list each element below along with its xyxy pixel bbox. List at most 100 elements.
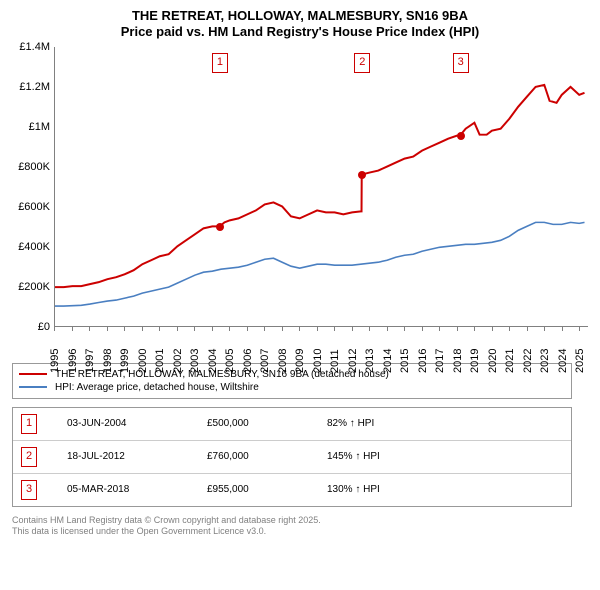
x-tick-mark xyxy=(352,327,353,331)
x-tick-label: 2021 xyxy=(504,348,516,372)
y-tick-label: £200K xyxy=(18,281,50,293)
sales-index-box: 3 xyxy=(21,480,37,500)
y-tick-label: £0 xyxy=(38,321,50,333)
sales-table: 1 03-JUN-2004£500,00082% ↑ HPI 2 18-JUL-201… xyxy=(12,407,572,507)
sales-row: 2 18-JUL-2012£760,000145% ↑ HPI xyxy=(13,440,571,473)
sales-hpi: 145% ↑ HPI xyxy=(327,451,563,462)
chart-title-block: THE RETREAT, HOLLOWAY, MALMESBURY, SN16 … xyxy=(12,8,588,41)
sales-date: 03-JUN-2004 xyxy=(67,418,207,429)
y-axis: £0£200K£400K£600K£800K£1M£1.2M£1.4M xyxy=(12,47,54,327)
x-tick-label: 2023 xyxy=(539,348,551,372)
x-tick-label: 2019 xyxy=(469,348,481,372)
x-tick-mark xyxy=(562,327,563,331)
x-tick-mark xyxy=(544,327,545,331)
series-line-property xyxy=(55,84,585,286)
x-tick-label: 2007 xyxy=(259,348,271,372)
x-tick-label: 2005 xyxy=(224,348,236,372)
x-tick-label: 2022 xyxy=(522,348,534,372)
legend-swatch xyxy=(19,373,47,375)
legend-swatch xyxy=(19,386,47,388)
x-tick-mark xyxy=(54,327,55,331)
x-tick-label: 2024 xyxy=(557,348,569,372)
x-tick-label: 2025 xyxy=(574,348,586,372)
x-tick-label: 2011 xyxy=(329,349,341,373)
x-tick-mark xyxy=(527,327,528,331)
x-tick-mark xyxy=(159,327,160,331)
legend-item: HPI: Average price, detached house, Wilt… xyxy=(19,381,565,394)
x-tick-label: 2020 xyxy=(487,348,499,372)
y-tick-label: £400K xyxy=(18,241,50,253)
callout-label: 1 xyxy=(212,53,228,73)
title-line-1: THE RETREAT, HOLLOWAY, MALMESBURY, SN16 … xyxy=(12,8,588,24)
plot-area: 123 xyxy=(54,47,588,327)
chart-lines xyxy=(55,47,588,326)
sales-date: 05-MAR-2018 xyxy=(67,484,207,495)
sales-date: 18-JUL-2012 xyxy=(67,451,207,462)
x-tick-label: 2015 xyxy=(399,348,411,372)
sales-price: £500,000 xyxy=(207,418,327,429)
x-tick-label: 1999 xyxy=(119,348,131,372)
sales-row: 305-MAR-2018£955,000130% ↑ HPI xyxy=(13,473,571,506)
x-tick-mark xyxy=(212,327,213,331)
x-tick-mark xyxy=(492,327,493,331)
y-tick-label: £1.2M xyxy=(19,81,50,93)
marker-dot xyxy=(216,223,224,231)
sales-row: 1 03-JUN-2004£500,00082% ↑ HPI xyxy=(13,408,571,440)
x-tick-label: 2009 xyxy=(294,348,306,372)
sales-hpi: 82% ↑ HPI xyxy=(327,418,563,429)
x-tick-mark xyxy=(474,327,475,331)
x-tick-label: 2006 xyxy=(242,348,254,372)
sales-price: £760,000 xyxy=(207,451,327,462)
callout-label: 3 xyxy=(453,53,469,73)
y-tick-label: £600K xyxy=(18,201,50,213)
x-tick-mark xyxy=(247,327,248,331)
y-tick-label: £1M xyxy=(29,121,50,133)
chart: £0£200K£400K£600K£800K£1M£1.2M£1.4M 123 … xyxy=(12,47,588,357)
attribution: Contains HM Land Registry data © Crown c… xyxy=(12,515,588,538)
x-tick-mark xyxy=(229,327,230,331)
sales-index-box: 2 xyxy=(21,447,37,467)
x-tick-mark xyxy=(264,327,265,331)
x-tick-label: 2018 xyxy=(452,348,464,372)
x-tick-mark xyxy=(334,327,335,331)
x-tick-mark xyxy=(439,327,440,331)
legend-label: HPI: Average price, detached house, Wilt… xyxy=(55,382,259,393)
x-tick-label: 2012 xyxy=(347,348,359,372)
attribution-line-2: This data is licensed under the Open Gov… xyxy=(12,526,588,538)
x-tick-mark xyxy=(177,327,178,331)
x-tick-label: 2003 xyxy=(189,348,201,372)
x-tick-label: 2001 xyxy=(154,348,166,372)
sales-index-box: 1 xyxy=(21,414,37,434)
x-tick-label: 1998 xyxy=(102,348,114,372)
y-tick-label: £1.4M xyxy=(19,41,50,53)
x-tick-mark xyxy=(107,327,108,331)
x-tick-label: 2002 xyxy=(172,348,184,372)
x-tick-mark xyxy=(317,327,318,331)
x-tick-mark xyxy=(299,327,300,331)
x-tick-mark xyxy=(509,327,510,331)
x-tick-label: 2013 xyxy=(364,348,376,372)
sales-hpi: 130% ↑ HPI xyxy=(327,484,563,495)
x-tick-mark xyxy=(579,327,580,331)
x-tick-mark xyxy=(369,327,370,331)
x-tick-mark xyxy=(89,327,90,331)
x-tick-mark xyxy=(124,327,125,331)
x-tick-label: 2017 xyxy=(434,348,446,372)
x-tick-label: 2008 xyxy=(277,348,289,372)
x-tick-label: 2014 xyxy=(382,348,394,372)
x-tick-label: 2016 xyxy=(417,348,429,372)
x-tick-mark xyxy=(457,327,458,331)
x-tick-mark xyxy=(72,327,73,331)
x-tick-label: 2004 xyxy=(207,348,219,372)
marker-dot xyxy=(457,132,465,140)
x-tick-label: 2000 xyxy=(137,348,149,372)
x-tick-mark xyxy=(404,327,405,331)
x-tick-label: 1996 xyxy=(67,348,79,372)
x-tick-label: 1997 xyxy=(84,348,96,372)
x-tick-mark xyxy=(194,327,195,331)
y-tick-label: £800K xyxy=(18,161,50,173)
legend-item: THE RETREAT, HOLLOWAY, MALMESBURY, SN16 … xyxy=(19,368,565,381)
series-line-hpi xyxy=(55,222,585,306)
attribution-line-1: Contains HM Land Registry data © Crown c… xyxy=(12,515,588,527)
x-tick-mark xyxy=(387,327,388,331)
